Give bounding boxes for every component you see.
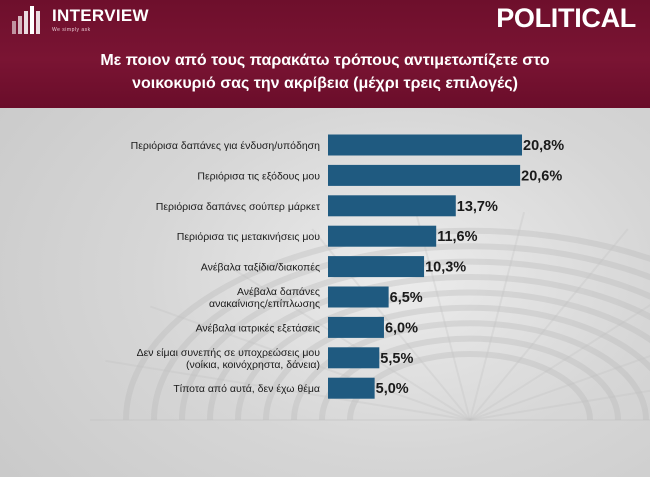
category-label: Ανέβαλα ιατρικές εξετάσεις — [196, 322, 320, 334]
bar — [328, 195, 456, 217]
value-label: 11,6% — [437, 229, 477, 245]
backdrop-arc — [179, 258, 650, 421]
category-label: Περιόρισα δαπάνες σούπερ μάρκετ — [156, 201, 321, 213]
backdrop-aisle — [469, 211, 526, 421]
bar — [328, 347, 380, 369]
category-label-line: Ανέβαλα δαπάνες — [237, 286, 320, 298]
category-label-line: Ανέβαλα ταξίδια/διακοπές — [201, 262, 320, 274]
backdrop-aisle — [105, 359, 471, 421]
category-label: Ανέβαλα ταξίδια/διακοπές — [201, 262, 320, 274]
brand-name: INTERVIEW — [52, 6, 149, 25]
interview-logo-icon — [12, 6, 40, 34]
category-label-line: Περιόρισα δαπάνες για ένδυση/υπόδηση — [131, 140, 320, 152]
backdrop-arc — [263, 304, 650, 421]
value-label: 10,3% — [425, 260, 466, 276]
category-label: Περιόρισα δαπάνες για ένδυση/υπόδηση — [131, 140, 320, 152]
category-label-line: Δεν είμαι συνεπής σε υποχρεώσεις μου — [137, 347, 321, 359]
backdrop-arc — [151, 243, 650, 421]
brand-tagline: We simply ask — [52, 27, 91, 33]
backdrop-aisle — [469, 389, 650, 421]
value-label: 5,0% — [376, 381, 409, 397]
backdrop-aisle — [469, 228, 629, 421]
bar — [328, 377, 375, 399]
value-label: 5,5% — [380, 351, 413, 367]
bar — [328, 164, 521, 186]
category-label: Περιόρισα τις μετακινήσεις μου — [177, 231, 320, 243]
category-label: Τίποτα από αυτά, δεν έχω θέμα — [173, 383, 320, 395]
header-banner: INTERVIEW We simply ask POLITICAL Με ποι… — [0, 0, 650, 108]
bar — [328, 256, 425, 278]
backdrop-arc — [207, 274, 650, 421]
chart-title: Με ποιον από τους παρακάτω τρόπους αντιμ… — [0, 49, 650, 95]
bar — [328, 225, 437, 247]
bar-chart: 20,8% Περιόρισα δαπάνες για ένδυση/υπόδησ… — [131, 134, 564, 399]
chart-title-line-2: νοικοκυριό σας την ακρίβεια (μέχρι τρεις… — [132, 75, 518, 92]
bar — [328, 316, 384, 338]
backdrop-arc — [235, 289, 650, 421]
value-label: 6,5% — [390, 290, 423, 306]
category-label-line: ανακαίνισης/επίπλωσης — [209, 298, 320, 310]
backdrop-aisle — [414, 211, 471, 421]
backdrop-aisle — [149, 305, 471, 421]
chart-title-line-1: Με ποιον από τους παρακάτω τρόπους αντιμ… — [100, 52, 550, 69]
value-label: 20,6% — [521, 168, 562, 184]
category-label: Ανέβαλα δαπάνες ανακαίνισης/επίπλωσης — [209, 286, 320, 310]
value-label: 13,7% — [457, 199, 498, 215]
backdrop-arc — [123, 227, 650, 421]
category-label: Περιόρισα τις εξόδους μου — [197, 170, 320, 182]
category-label-line: Τίποτα από αυτά, δεν έχω θέμα — [173, 383, 320, 395]
backdrop-aisle — [469, 304, 650, 421]
backdrop-aisle — [220, 260, 471, 421]
category-label-line: Περιόρισα δαπάνες σούπερ μάρκετ — [156, 201, 321, 213]
category-label: Δεν είμαι συνεπής σε υποχρεώσεις μου (νοί… — [137, 347, 321, 371]
backdrop-aisle — [469, 355, 650, 421]
backdrop-arc — [291, 320, 649, 421]
category-label-line: (νοίκια, κοινόχρηστα, δάνεια) — [186, 359, 320, 371]
category-label-line: Ανέβαλα ιατρικές εξετάσεις — [196, 322, 320, 334]
category-label-line: Περιόρισα τις μετακινήσεις μου — [177, 231, 320, 243]
bar — [328, 286, 389, 308]
publisher-logo: POLITICAL — [496, 3, 636, 33]
value-label: 20,8% — [523, 138, 564, 154]
bar — [328, 134, 522, 156]
value-label: 6,0% — [385, 320, 418, 336]
category-label-line: Περιόρισα τις εξόδους μου — [197, 170, 320, 182]
